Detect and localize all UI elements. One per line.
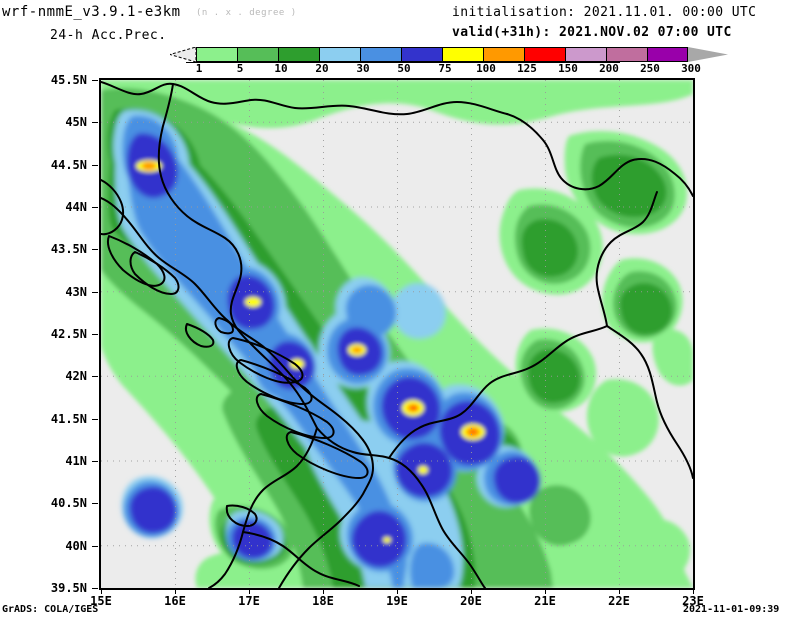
lat-label-42N: 42N [65, 369, 87, 384]
lat-tick-44.5N [92, 164, 98, 166]
initialisation-time: initialisation: 2021.11.01. 00:00 UTC [452, 5, 757, 20]
lat-label-43.5N: 43.5N [50, 242, 87, 257]
colorbar-baseline [186, 62, 620, 63]
lon-label-17E: 17E [238, 594, 260, 608]
lat-tick-42N [92, 376, 98, 378]
colorbar-block-250 [647, 47, 688, 62]
colorbar-under-arrow [170, 47, 196, 62]
colorbar-block-50 [401, 47, 442, 62]
render-timestamp: 2021-11-01-09:39 [683, 604, 780, 615]
colorbar-tick-200: 200 [599, 62, 619, 75]
lat-tick-41.5N [92, 418, 98, 420]
lat-label-41.5N: 41.5N [50, 411, 87, 426]
lat-label-44N: 44N [65, 200, 87, 214]
lon-tick-20E [471, 588, 472, 594]
colorbar-block-5 [237, 47, 278, 62]
lat-label-41N: 41N [65, 454, 87, 468]
colorbar-over-arrow [688, 47, 728, 62]
lat-label-44.5N: 44.5N [50, 157, 87, 172]
colorbar-block-150 [565, 47, 606, 62]
lat-label-40.5N: 40.5N [50, 496, 87, 511]
lon-label-22E: 22E [608, 594, 630, 608]
colorbar-tick-75: 75 [438, 62, 452, 75]
colorbar-tick-20: 20 [315, 62, 329, 75]
precip-field [101, 80, 693, 588]
colorbar-block-75 [442, 47, 483, 62]
colorbar-block-100 [483, 47, 524, 62]
lat-tick-45N [92, 122, 98, 124]
lon-label-21E: 21E [534, 594, 556, 608]
lon-tick-17E [249, 588, 250, 594]
grads-credit: GrADS: COLA/IGES [2, 604, 99, 615]
lon-label-15E: 15E [90, 594, 112, 608]
lat-tick-40.5N [92, 503, 98, 505]
colorbar-tick-300: 300 [681, 62, 701, 75]
lat-label-40N: 40N [65, 538, 87, 553]
colorbar-tick-5: 5 [236, 62, 244, 75]
lat-tick-43.5N [92, 249, 98, 251]
colorbar-block-200 [606, 47, 647, 62]
model-title-ghost: (n . x . degree ) [196, 8, 297, 18]
valid-time: valid(+31h): 2021.NOV.02 07:00 UTC [452, 25, 732, 40]
lon-label-19E: 19E [386, 594, 408, 608]
lon-tick-16E [175, 588, 176, 594]
lat-tick-43N [92, 291, 98, 293]
lat-tick-41N [92, 461, 98, 462]
colorbar-block-125 [524, 47, 565, 62]
colorbar-tick-150: 150 [558, 62, 578, 75]
colorbar-tick-125: 125 [517, 62, 537, 75]
lon-label-16E: 16E [164, 594, 186, 608]
field-title: 24-h Acc.Prec. [50, 28, 167, 43]
colorbar-block-10 [278, 47, 319, 62]
lon-tick-23E [693, 588, 694, 594]
colorbar-tick-1: 1 [195, 62, 203, 75]
lat-label-45.5N: 45.5N [50, 73, 87, 87]
lon-label-23E: 23E [682, 594, 704, 608]
colorbar-tick-250: 250 [640, 62, 660, 75]
map-borders [101, 81, 693, 588]
colorbar-tick-100: 100 [476, 62, 496, 75]
model-title: wrf-nmmE_v3.9.1-e3km [2, 4, 181, 20]
lon-tick-22E [619, 588, 620, 594]
lon-tick-19E [397, 588, 398, 594]
lon-label-20E: 20E [460, 594, 482, 608]
lat-tick-40N [92, 545, 98, 547]
colorbar-tick-10: 10 [274, 62, 288, 75]
lat-tick-39.5N [92, 588, 98, 589]
map-gridlines [101, 80, 693, 588]
lon-tick-15E [101, 588, 102, 594]
lat-tick-42.5N [92, 334, 98, 335]
colorbar-block-20 [319, 47, 360, 62]
lon-tick-18E [323, 588, 324, 594]
colorbar-block-30 [360, 47, 401, 62]
lon-tick-21E [545, 588, 546, 594]
lat-tick-44N [92, 207, 98, 208]
lat-label-45N: 45N [65, 115, 87, 130]
lon-label-18E: 18E [312, 594, 334, 608]
lat-label-39.5N: 39.5N [50, 581, 87, 595]
colorbar-blocks [196, 47, 688, 62]
lat-label-43N: 43N [65, 284, 87, 299]
colorbar-tick-50: 50 [397, 62, 411, 75]
lat-tick-45.5N [92, 80, 98, 81]
colorbar-tick-30: 30 [356, 62, 370, 75]
lat-label-42.5N: 42.5N [50, 327, 87, 341]
precipitation-map[interactable] [99, 78, 695, 590]
colorbar-block-1 [196, 47, 237, 62]
